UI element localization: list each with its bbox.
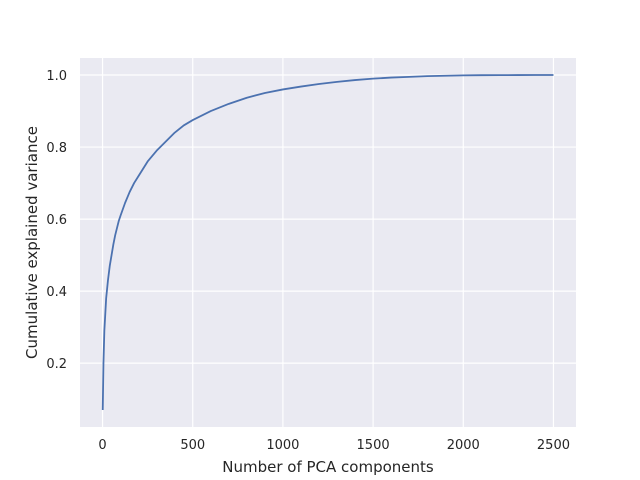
y-tick-label: 0.8 bbox=[46, 141, 67, 156]
y-axis-label: Cumulative explained variance bbox=[23, 126, 41, 359]
y-tick-label: 0.2 bbox=[46, 357, 67, 372]
x-tick-label: 2000 bbox=[447, 438, 480, 453]
y-tick-labels: 0.2 0.4 0.6 0.8 1.0 bbox=[46, 69, 67, 372]
series-line bbox=[101, 74, 554, 410]
x-tick-labels: 0 500 1000 1500 2000 2500 bbox=[98, 438, 570, 453]
series-layer bbox=[101, 74, 554, 410]
y-tick-label: 1.0 bbox=[46, 69, 67, 84]
x-tick-label: 0 bbox=[98, 438, 106, 453]
y-tick-label: 0.4 bbox=[46, 285, 67, 300]
x-tick-label: 2500 bbox=[537, 438, 570, 453]
x-tick-label: 500 bbox=[180, 438, 205, 453]
x-tick-label: 1000 bbox=[266, 438, 299, 453]
x-axis-label: Number of PCA components bbox=[222, 458, 434, 476]
y-tick-label: 0.6 bbox=[46, 213, 67, 228]
plot-area bbox=[80, 58, 576, 427]
x-tick-label: 1500 bbox=[357, 438, 390, 453]
